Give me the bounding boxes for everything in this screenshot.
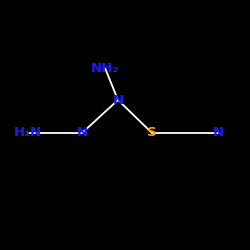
Text: NH₂: NH₂: [91, 62, 119, 74]
Text: N: N: [212, 126, 224, 140]
Text: H₂N: H₂N: [14, 126, 42, 140]
Text: S: S: [147, 126, 157, 140]
Text: N: N: [76, 126, 88, 140]
Text: N: N: [112, 94, 124, 106]
